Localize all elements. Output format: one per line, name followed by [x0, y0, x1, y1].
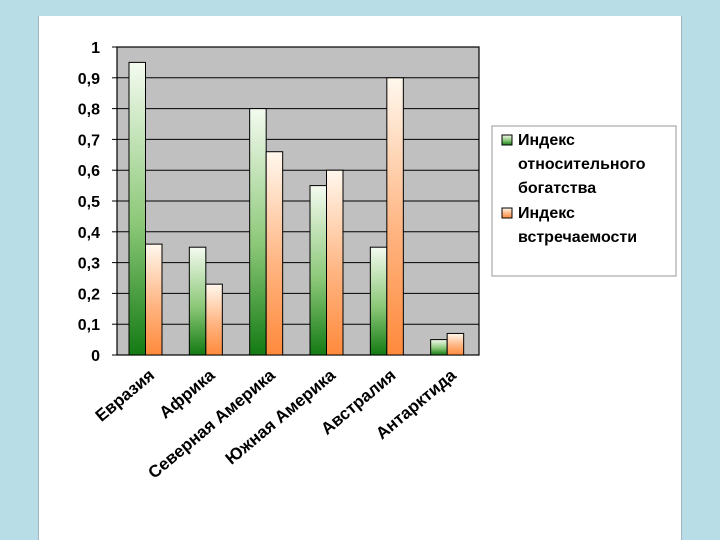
bar-wealth-index [369, 246, 388, 356]
bar-occurrence-index [326, 169, 344, 356]
plot-area: 00,10,20,30,40,50,60,70,80,91ЕвразияАфри… [78, 40, 480, 482]
y-tick-label: 0 [91, 348, 100, 365]
y-tick-label: 0,8 [78, 102, 100, 119]
y-tick-label: 0,5 [78, 194, 100, 211]
bar-occurrence-index [446, 332, 465, 356]
bar-wealth-index [128, 61, 146, 356]
legend-box [491, 125, 677, 277]
plot-frame [116, 46, 480, 356]
y-tick-label: 0,4 [78, 225, 100, 242]
legend-entry-text: богатства [518, 180, 596, 197]
bar-occurrence-index [205, 283, 223, 356]
legend-entry-text: Индекс [518, 132, 575, 149]
y-tick-label: 0,9 [78, 71, 100, 88]
legend: Индекс относительного богатства Индекс встре… [491, 125, 677, 277]
legend-swatch [501, 207, 513, 219]
bar-occurrence-index [265, 151, 284, 356]
legend-entry-text: встречаемости [518, 229, 637, 246]
y-tick-label: 0,2 [78, 286, 100, 303]
x-category-label: Южная Америка [222, 365, 340, 468]
legend-entry-text: Индекс [518, 205, 575, 222]
bar-wealth-index [430, 339, 448, 356]
y-tick-label: 0,6 [78, 163, 100, 180]
y-tick-label: 0,3 [78, 256, 100, 273]
bar-wealth-index [249, 108, 267, 356]
bar-occurrence-index [386, 77, 404, 356]
legend-swatch [501, 134, 513, 146]
x-category-label: Евразия [92, 366, 158, 426]
slide: 0 0,1 0,2 0,3 0,4 0,5 0,6 0,7 0,8 0,9 1 Евразия Афри… [38, 16, 682, 540]
y-tick-label: 1 [91, 40, 100, 57]
bar-occurrence-index [145, 243, 163, 356]
y-tick-label: 0,7 [78, 132, 100, 149]
y-tick-label: 0,1 [78, 317, 100, 334]
legend-entry-text: относительного [518, 156, 646, 173]
bar-chart: 00,10,20,30,40,50,60,70,80,91ЕвразияАфри… [78, 40, 677, 482]
bar-wealth-index [188, 246, 207, 356]
bar-wealth-index [309, 185, 327, 356]
